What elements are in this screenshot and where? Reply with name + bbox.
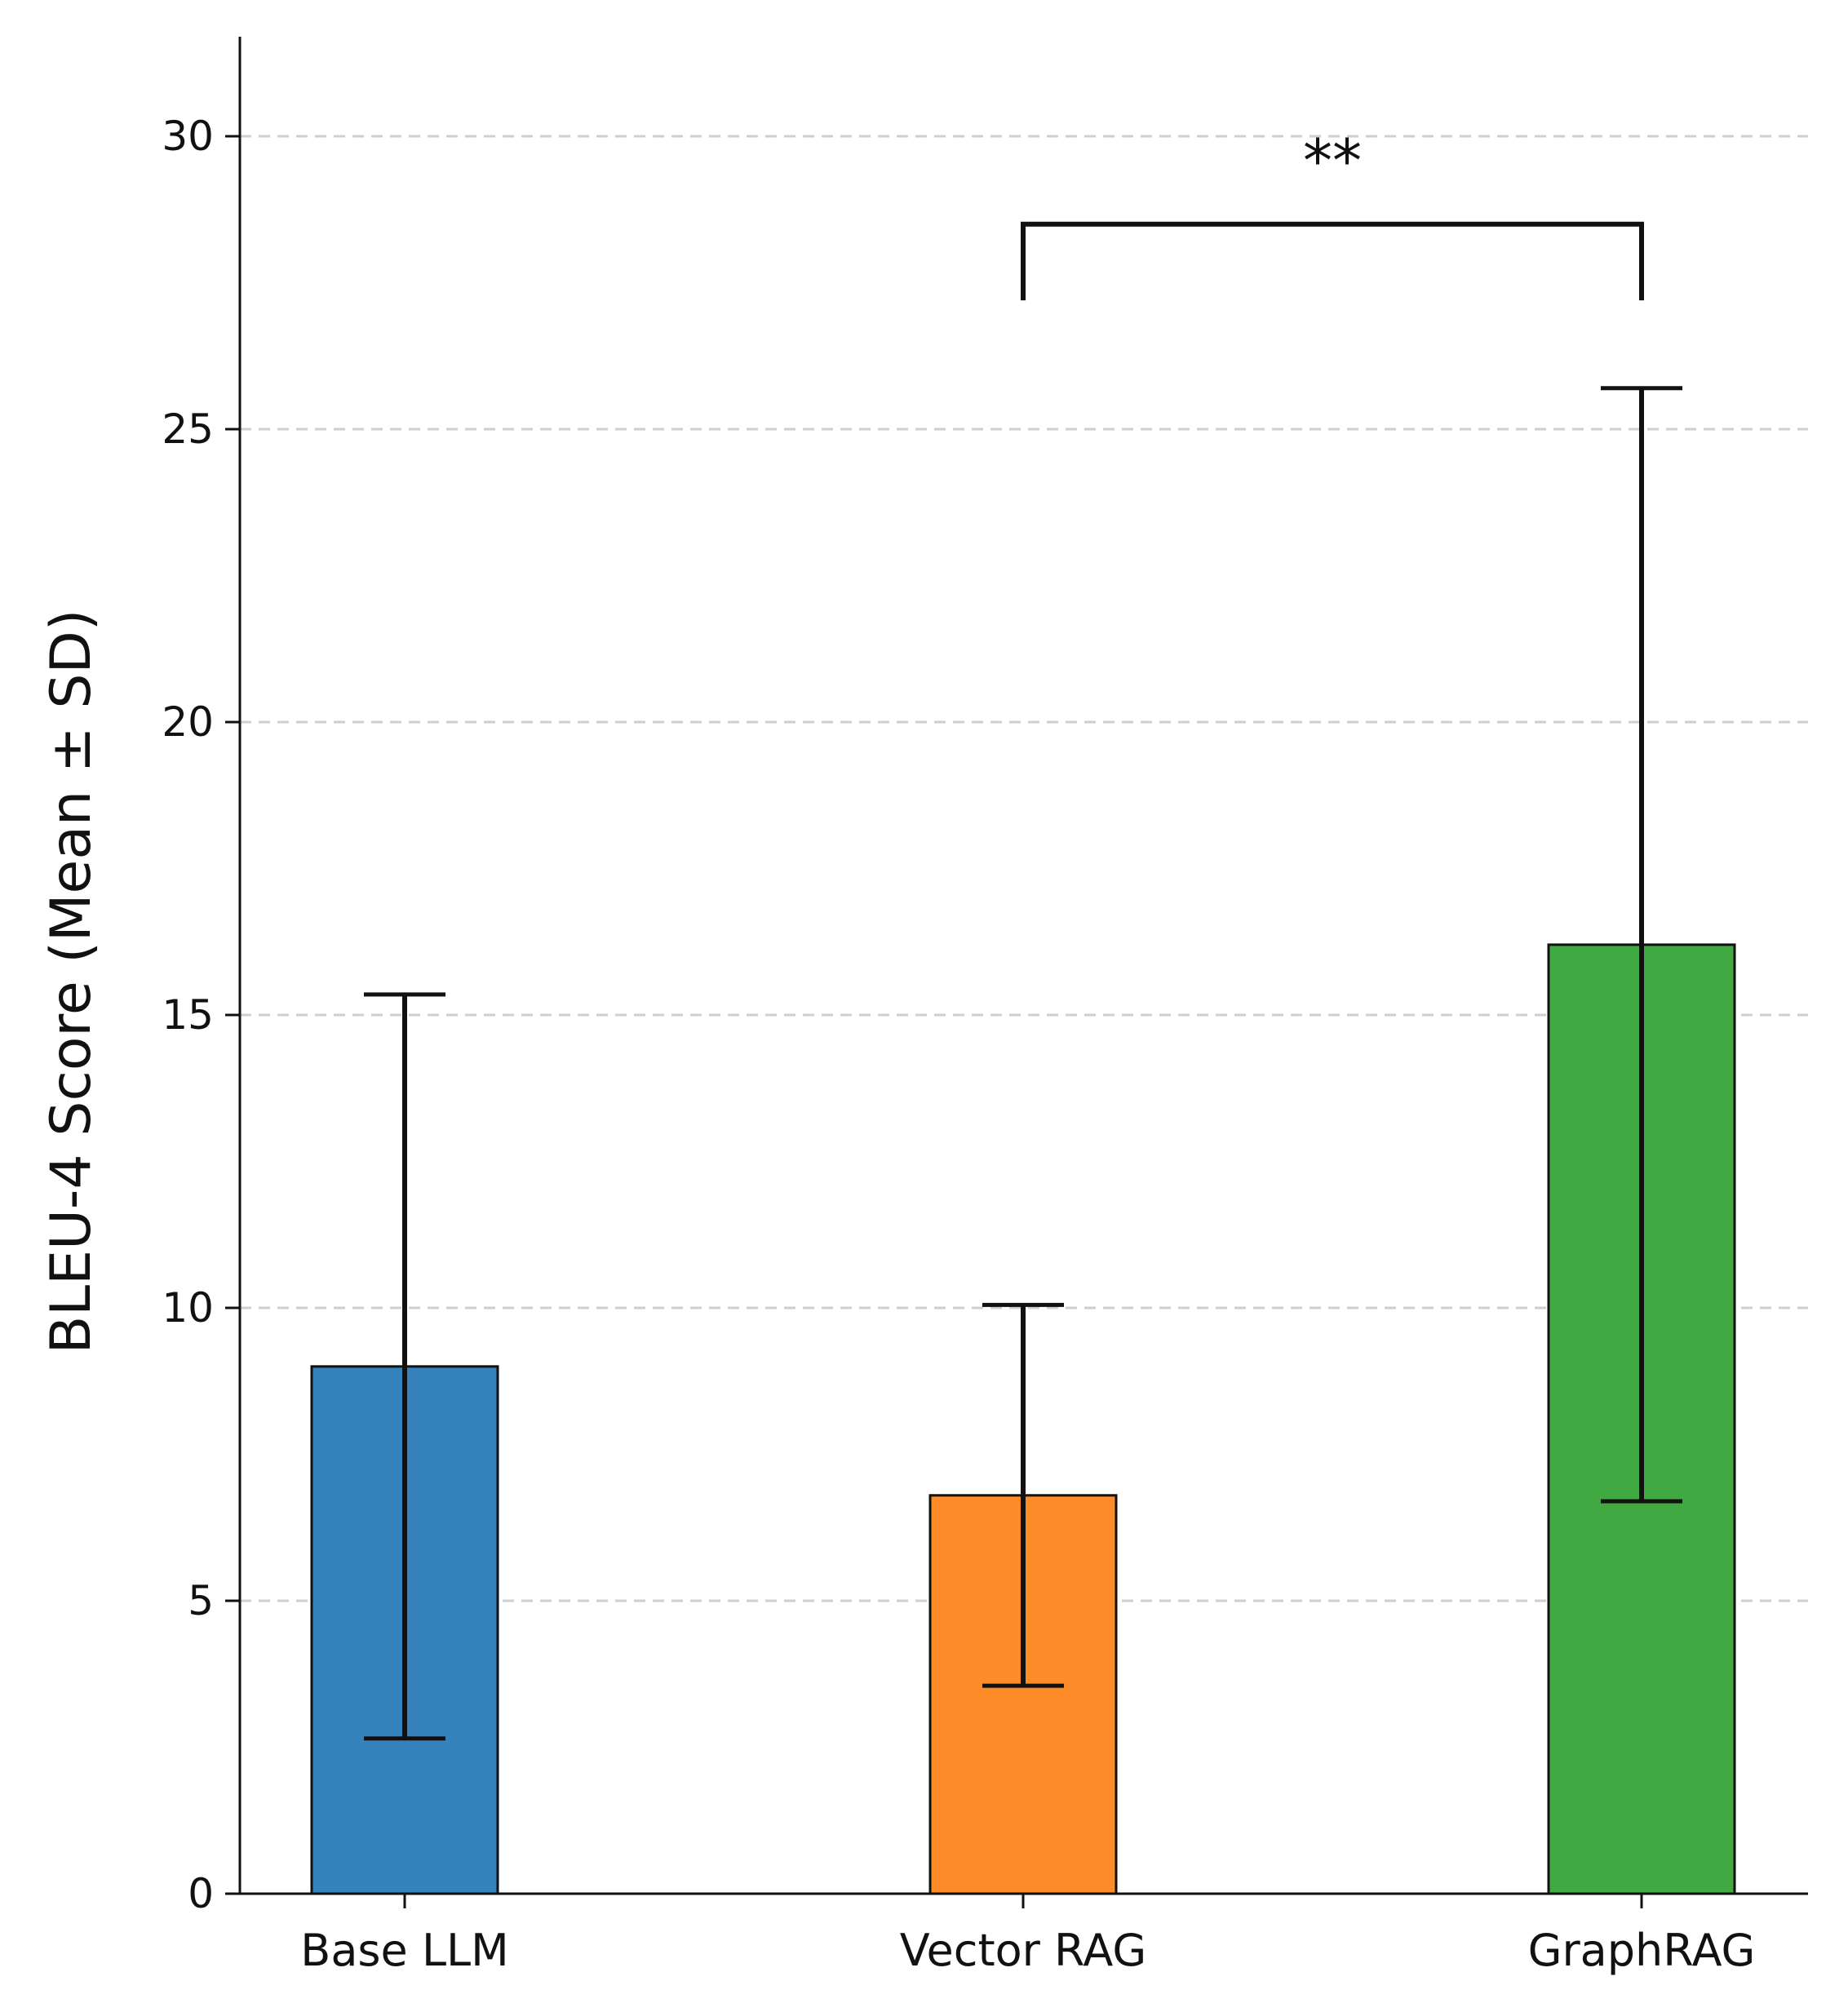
y-ticks: 0 5 10 15 20 25 30 bbox=[162, 113, 240, 1917]
significance-line bbox=[1021, 221, 1644, 301]
y-axis-label: BLEU-4 Score (Mean ± SD) bbox=[39, 609, 104, 1354]
y-tick-label-25: 25 bbox=[162, 406, 214, 453]
significance-label: ** bbox=[1303, 126, 1362, 195]
y-tick-label-0: 0 bbox=[188, 1870, 214, 1917]
x-tick-label-1: Vector RAG bbox=[900, 1925, 1146, 1976]
y-tick-label-15: 15 bbox=[162, 991, 214, 1039]
y-tick-label-10: 10 bbox=[162, 1284, 214, 1332]
x-tick-label-2: GraphRAG bbox=[1528, 1925, 1756, 1976]
y-tick-label-30: 30 bbox=[162, 113, 214, 160]
significance-bracket: ** bbox=[1021, 126, 1644, 301]
x-ticks: Base LLM Vector RAG GraphRAG bbox=[300, 1894, 1755, 1976]
y-tick-label-20: 20 bbox=[162, 698, 214, 746]
error-bars bbox=[364, 386, 1682, 1741]
y-tick-label-5: 5 bbox=[188, 1577, 214, 1624]
x-tick-label-0: Base LLM bbox=[300, 1925, 508, 1976]
